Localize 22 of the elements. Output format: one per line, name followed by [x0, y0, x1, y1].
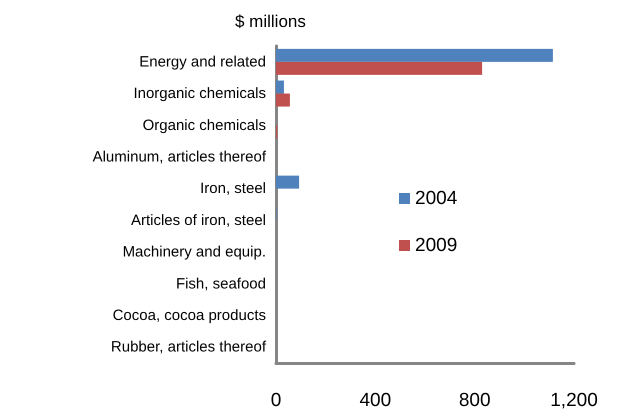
y-tick-label: Energy and related — [139, 53, 266, 70]
y-tick-label: Rubber, articles thereof — [110, 338, 267, 356]
y-tick-label: Articles of iron, steel — [130, 212, 266, 229]
x-tick-label: 1,200 — [550, 390, 598, 411]
y-tick-label: Cocoa, cocoa products — [112, 306, 266, 324]
legend-label: 2009 — [415, 235, 458, 256]
y-tick-label: Machinery and equip. — [122, 244, 266, 261]
bar — [276, 62, 482, 75]
y-tick-label: Aluminum, articles thereof — [92, 148, 267, 166]
y-tick-label: Fish, seafood — [176, 275, 266, 292]
y-tick-label: Organic chemicals — [142, 116, 266, 134]
x-tick-label: 400 — [359, 390, 392, 411]
y-tick-label: Inorganic chemicals — [133, 85, 266, 102]
bar — [276, 48, 553, 62]
bar — [276, 176, 300, 189]
y-tick-label: Iron, steel — [200, 180, 266, 198]
chart-title: $ millions — [235, 12, 306, 31]
bar — [276, 94, 290, 107]
x-tick-label: 0 — [270, 390, 282, 411]
x-tick-label: 800 — [458, 390, 491, 411]
bar — [276, 80, 284, 94]
legend-label: 2004 — [415, 188, 458, 209]
